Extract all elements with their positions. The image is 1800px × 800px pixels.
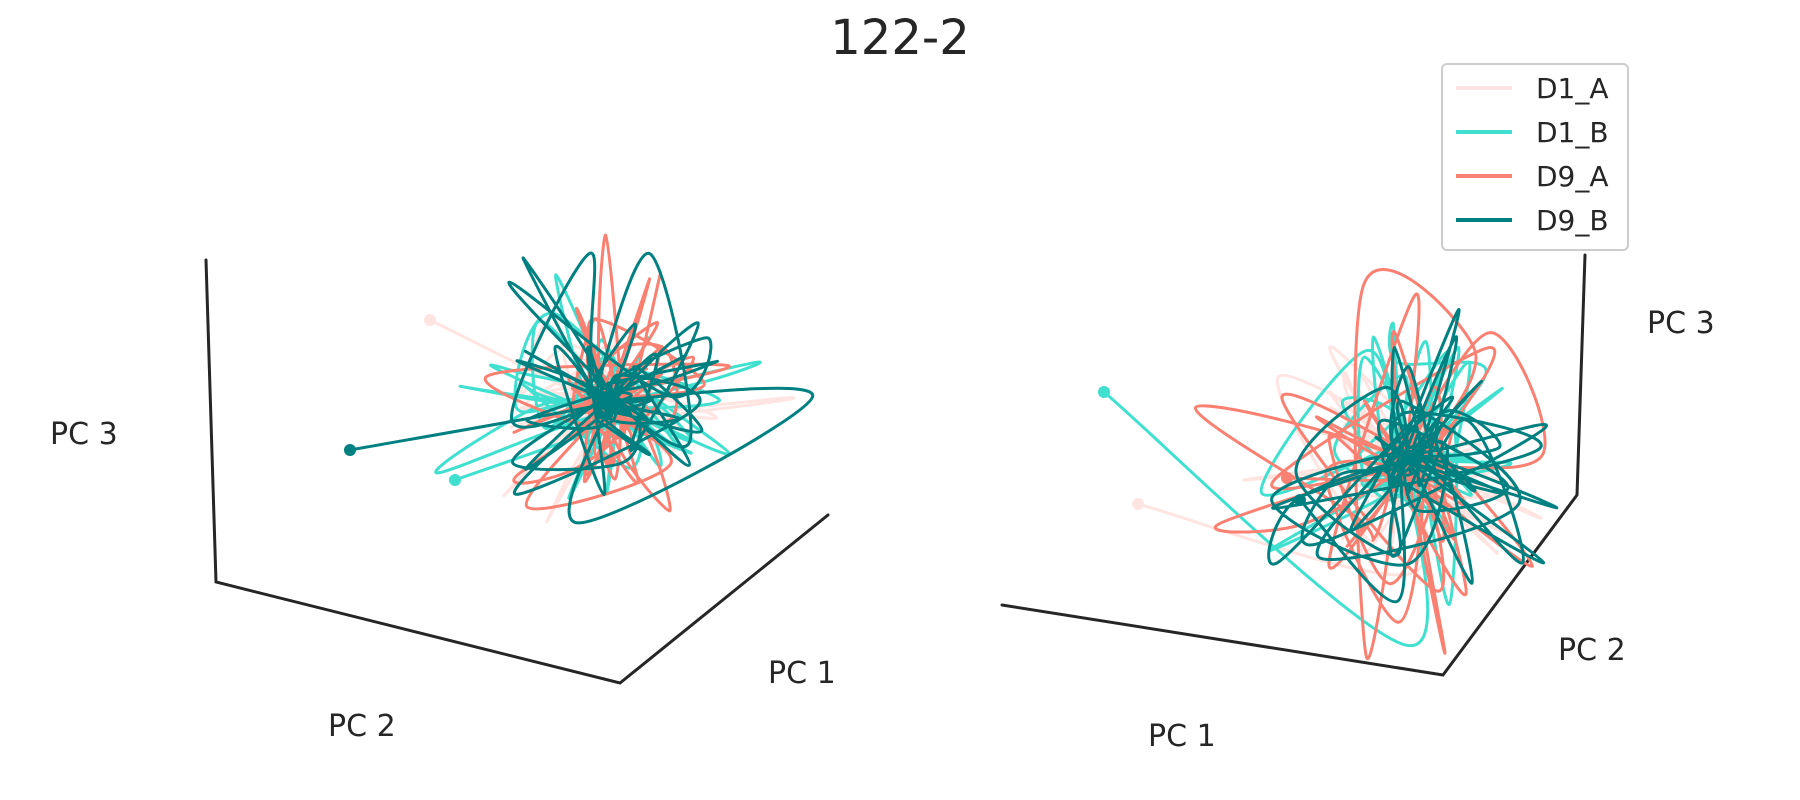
right-axis-line <box>1000 253 1587 677</box>
left-start-marker-d9-b <box>344 444 356 456</box>
legend-entry-d9-a: D9_A <box>1456 160 1609 193</box>
left-xlabel: PC 1 <box>768 656 836 691</box>
left-ylabel: PC 2 <box>328 709 396 744</box>
legend-label-d9-a: D9_A <box>1536 160 1609 193</box>
left-axes: PC 3 PC 2 PC 1 <box>50 258 836 744</box>
left-zlabel: PC 3 <box>50 417 118 452</box>
left-start-marker-d1-b <box>449 474 461 486</box>
legend: D1_A D1_B D9_A D9_B <box>1441 63 1629 251</box>
left-trajectory-d9-b <box>349 251 815 525</box>
right-axes: PC 3 PC 2 PC 1 <box>1000 253 1715 754</box>
right-start-marker-d1-b <box>1098 386 1110 398</box>
legend-label-d1-a: D1_A <box>1536 72 1609 105</box>
right-zlabel: PC 3 <box>1647 306 1715 341</box>
right-start-marker-d1-a <box>1132 498 1144 510</box>
right-xlabel: PC 1 <box>1148 719 1216 754</box>
left-start-marker-d1-a <box>424 314 436 326</box>
legend-label-d9-b: D9_B <box>1536 204 1609 237</box>
right-ylabel: PC 2 <box>1558 633 1626 668</box>
chart-title: 122-2 <box>830 10 970 66</box>
right-trajectories <box>1098 268 1559 661</box>
legend-entry-d1-b: D1_B <box>1456 116 1609 149</box>
legend-frame <box>1441 63 1629 251</box>
right-start-marker-d9-a <box>1281 472 1293 484</box>
legend-entry-d9-b: D9_B <box>1456 204 1609 237</box>
legend-entry-d1-a: D1_A <box>1456 72 1609 105</box>
left-z-axis-line <box>204 258 830 685</box>
legend-label-d1-b: D1_B <box>1536 116 1609 149</box>
right-start-marker-d9-b <box>1294 494 1306 506</box>
right-trajectory-d9-b <box>1267 308 1559 604</box>
left-trajectories <box>344 233 815 525</box>
